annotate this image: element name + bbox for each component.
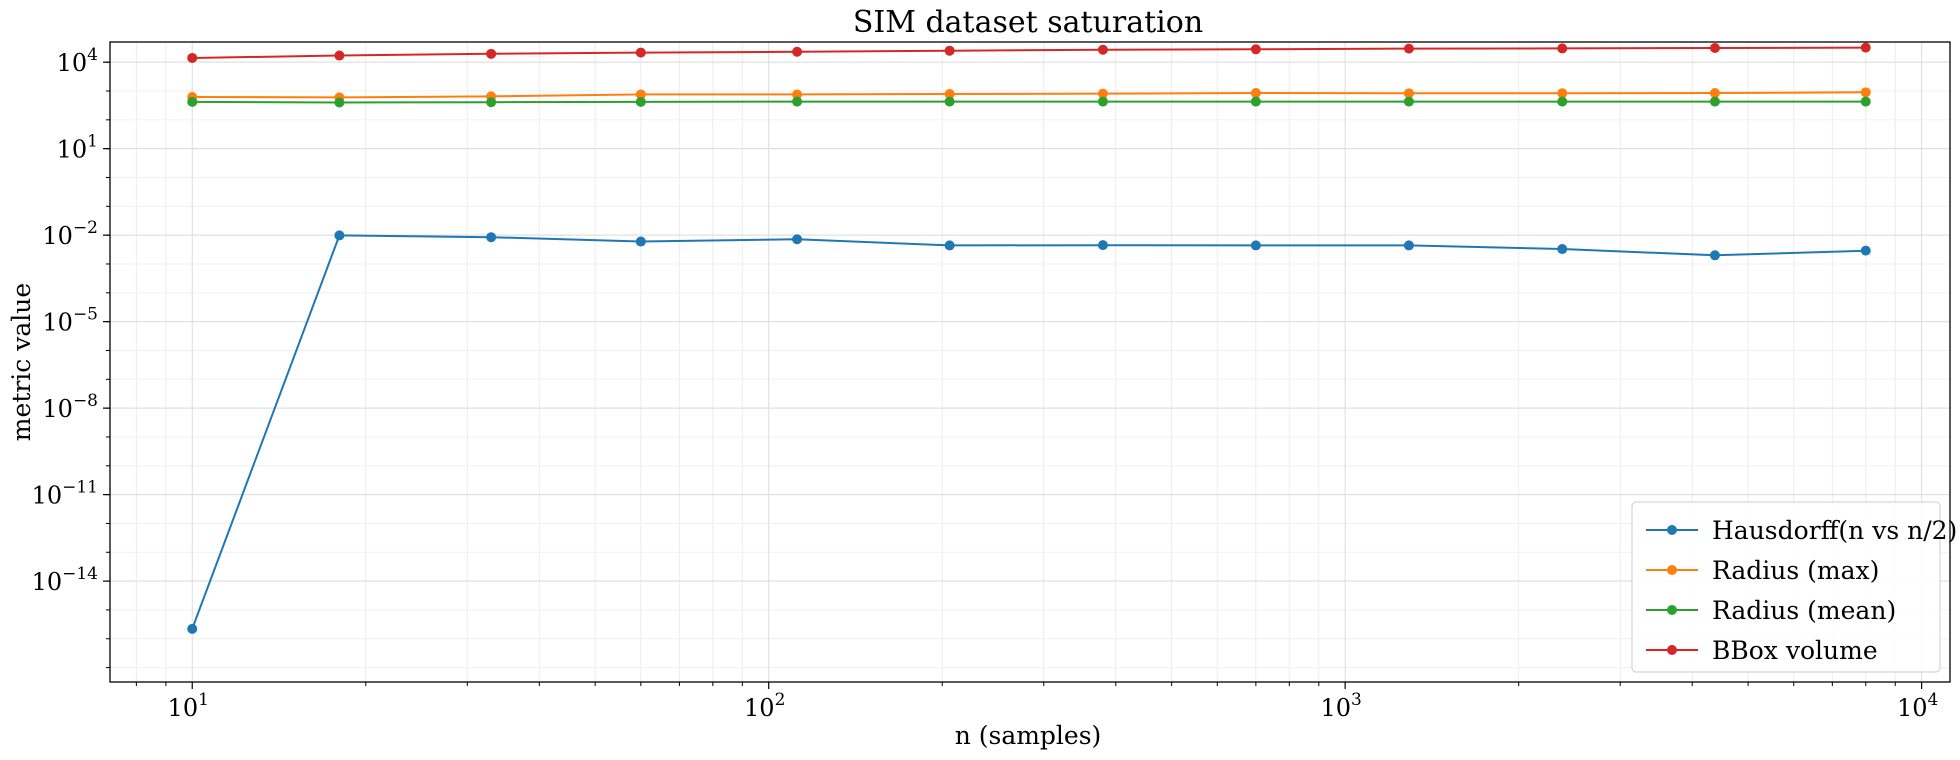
legend-swatch-marker — [1667, 605, 1677, 615]
data-point — [486, 232, 497, 243]
major-gridlines — [110, 42, 1950, 682]
x-tick-label: 103 — [1320, 690, 1361, 722]
data-point — [1860, 87, 1871, 98]
y-tick-label: 10−5 — [42, 305, 98, 337]
data-point — [792, 46, 803, 57]
chart-title: SIM dataset saturation — [853, 5, 1203, 40]
data-point — [1403, 88, 1414, 99]
data-point — [635, 47, 646, 58]
legend-label: Radius (mean) — [1712, 596, 1896, 625]
data-point — [792, 89, 803, 100]
data-point — [1403, 96, 1414, 107]
data-point — [1097, 88, 1108, 99]
data-point — [187, 96, 198, 107]
data-point — [944, 88, 955, 99]
data-point — [792, 96, 803, 107]
legend-label: BBox volume — [1712, 636, 1878, 665]
x-axis-ticks: 101 102 103 104 — [135, 682, 1938, 722]
data-point — [1860, 96, 1871, 107]
data-point — [1709, 96, 1720, 107]
plot-frame — [109, 41, 1951, 683]
data-point — [1709, 43, 1720, 54]
series-line-2 — [192, 100, 1866, 104]
data-point — [792, 234, 803, 245]
data-point — [1250, 44, 1261, 55]
data-point — [486, 97, 497, 108]
legend-label: Radius (max) — [1712, 556, 1879, 585]
legend-swatch-marker — [1667, 645, 1677, 655]
y-tick-label: 104 — [57, 45, 98, 77]
data-point — [1557, 96, 1568, 107]
data-point — [1250, 88, 1261, 99]
data-point — [1860, 42, 1871, 53]
data-point — [1097, 44, 1108, 55]
data-point — [944, 240, 955, 251]
x-tick-label: 102 — [744, 690, 785, 722]
legend: Hausdorff(n vs n/2) Radius (max) Radius (m… — [1631, 501, 1957, 673]
data-point — [635, 89, 646, 100]
data-point — [1250, 240, 1261, 251]
data-point — [1557, 244, 1568, 255]
series-line-0 — [191, 234, 1866, 630]
legend-box — [1631, 501, 1941, 673]
data-point — [1860, 245, 1871, 256]
data-point — [635, 96, 646, 107]
series-line-3 — [192, 46, 1866, 59]
legend-swatch-marker — [1667, 525, 1677, 535]
series-line-1 — [192, 91, 1866, 99]
x-tick-label: 101 — [168, 690, 209, 722]
series-layer — [187, 42, 1871, 634]
y-axis-ticks: 104 101 10−2 10−5 10−8 10−11 10−14 — [32, 45, 110, 669]
data-point — [1403, 43, 1414, 54]
legend-swatch-marker — [1667, 565, 1677, 575]
data-point — [1097, 96, 1108, 107]
data-point — [334, 97, 345, 108]
data-point — [1709, 88, 1720, 99]
data-point — [1557, 43, 1568, 54]
data-point — [944, 96, 955, 107]
data-point — [1557, 88, 1568, 99]
data-point — [486, 48, 497, 59]
y-tick-label: 10−2 — [42, 218, 98, 250]
y-tick-label: 10−8 — [42, 391, 98, 423]
y-tick-label: 10−14 — [32, 564, 98, 596]
y-tick-label: 10−11 — [32, 478, 98, 510]
y-axis-label: metric value — [7, 283, 36, 441]
data-point — [1403, 240, 1414, 251]
legend-label: Hausdorff(n vs n/2) — [1712, 516, 1957, 545]
x-tick-label: 104 — [1897, 690, 1938, 722]
x-axis-label: n (samples) — [955, 721, 1102, 750]
data-point — [187, 623, 198, 634]
data-point — [1709, 250, 1720, 261]
data-point — [187, 52, 198, 63]
data-point — [1250, 96, 1261, 107]
data-point — [1097, 240, 1108, 251]
data-point — [635, 236, 646, 247]
y-tick-label: 101 — [57, 132, 98, 164]
data-point — [334, 50, 345, 61]
data-point — [944, 45, 955, 56]
data-point — [334, 230, 345, 241]
